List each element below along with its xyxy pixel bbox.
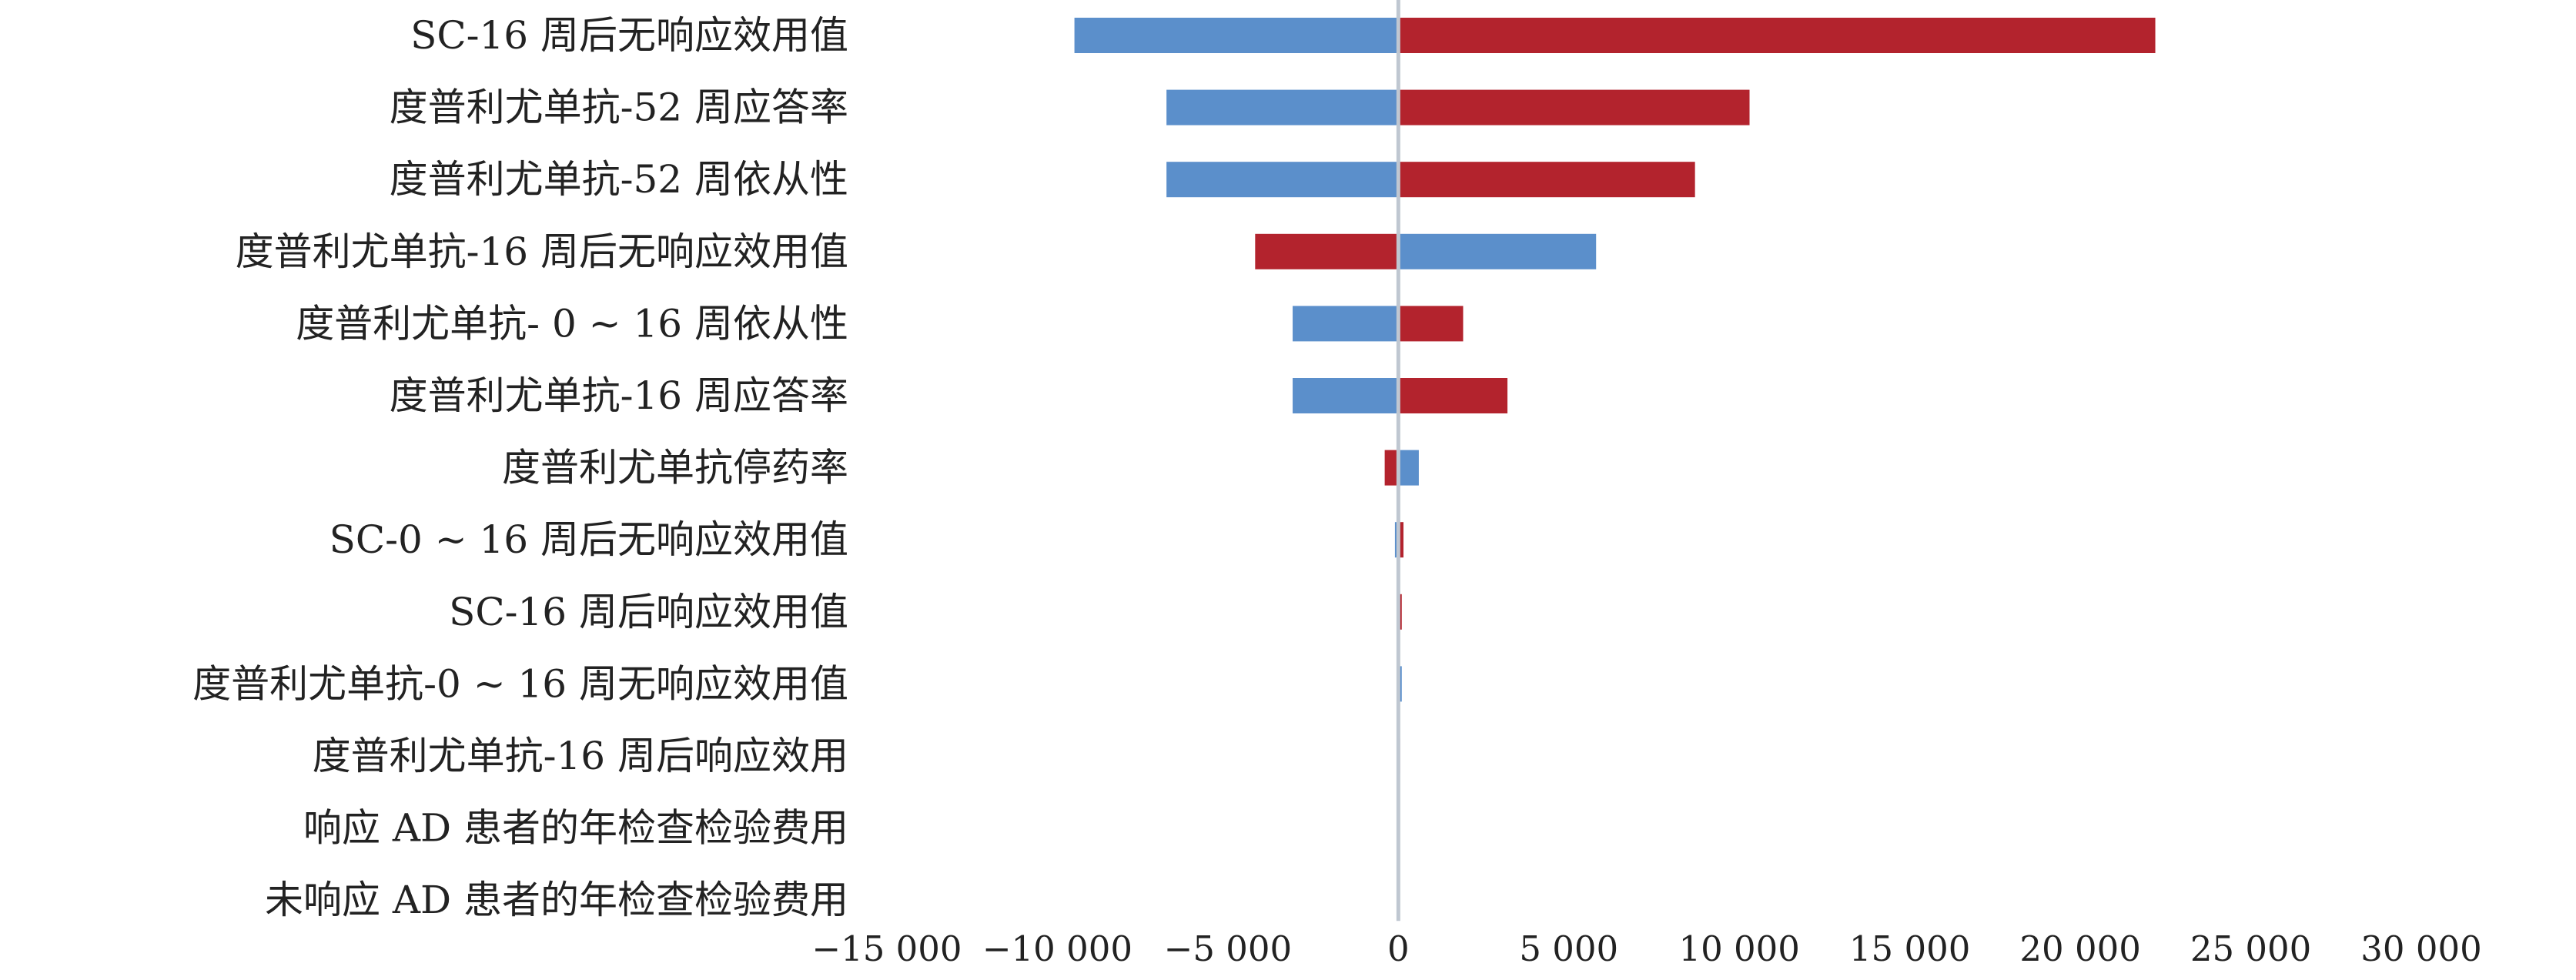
x-tick-label: −15 000: [811, 928, 962, 969]
x-tick-label: −5 000: [1164, 928, 1293, 969]
bar-positive: [1398, 162, 1695, 198]
bar-negative: [1166, 89, 1399, 125]
bar-positive: [1398, 18, 2156, 53]
bar-negative: [1293, 378, 1399, 413]
x-tick-label: 5 000: [1519, 928, 1618, 969]
x-tick-label: 10 000: [1678, 928, 1799, 969]
x-tick-label: 15 000: [1849, 928, 1970, 969]
category-label: 度普利尤单抗-16 周应答率: [390, 373, 848, 418]
bar-positive: [1398, 306, 1464, 342]
x-tick-label: −10 000: [982, 928, 1132, 969]
category-label: 度普利尤单抗-16 周后无响应效用值: [236, 229, 848, 274]
category-label: SC-16 周后响应效用值: [449, 590, 848, 634]
bar-positive: [1398, 89, 1750, 125]
x-tick-label: 30 000: [2360, 928, 2481, 969]
bars-left-series: [1074, 18, 1399, 630]
category-label: 未响应 AD 患者的年检查检验费用: [265, 878, 848, 922]
category-label: SC-0 ~ 16 周后无响应效用值: [330, 517, 848, 562]
bar-positive: [1398, 378, 1508, 413]
x-tick-label: 20 000: [2019, 928, 2140, 969]
bar-negative: [1293, 306, 1399, 342]
bar-negative: [1255, 233, 1399, 269]
bar-positive: [1398, 233, 1597, 269]
category-label: 度普利尤单抗- 0 ~ 16 周依从性: [296, 301, 848, 346]
bar-positive: [1398, 522, 1403, 558]
bars-right-series: [1398, 18, 2156, 774]
x-tick-label: 25 000: [2190, 928, 2311, 969]
category-label: 度普利尤单抗-52 周应答率: [390, 85, 848, 130]
category-label: SC-16 周后无响应效用值: [410, 13, 848, 58]
bar-negative: [1074, 18, 1399, 53]
bar-negative: [1166, 162, 1399, 198]
bar-negative: [1384, 450, 1399, 486]
x-tick-label: 0: [1387, 928, 1410, 969]
category-label: 度普利尤单抗-16 周后响应效用: [313, 734, 848, 778]
bar-positive: [1398, 450, 1419, 486]
category-label: 度普利尤单抗-0 ~ 16 周无响应效用值: [192, 661, 848, 706]
x-tick-labels: −15 000 −10 000 −5 000 0 5 000 10 000 15 000 20…: [811, 928, 2481, 969]
category-label: 度普利尤单抗停药率: [502, 446, 848, 490]
category-label: 响应 AD 患者的年检查检验费用: [303, 806, 848, 851]
category-label: 度普利尤单抗-52 周依从性: [390, 157, 848, 202]
